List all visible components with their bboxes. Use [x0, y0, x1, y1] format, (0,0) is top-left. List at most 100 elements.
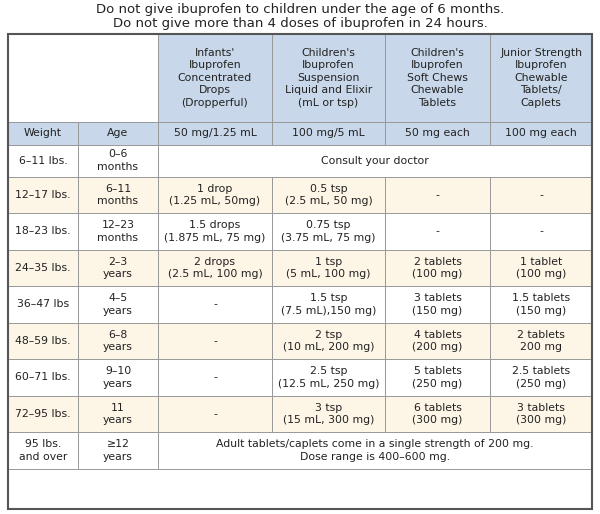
Bar	[158, 432, 592, 469]
Text: 12–23
months: 12–23 months	[97, 220, 139, 243]
Bar	[385, 323, 490, 359]
Bar	[272, 176, 385, 213]
Text: 6–11
months: 6–11 months	[97, 183, 139, 206]
Text: 2 tablets
(100 mg): 2 tablets (100 mg)	[412, 256, 463, 279]
Bar	[490, 34, 592, 122]
Bar	[158, 34, 272, 122]
Text: 1.5 tablets
(150 mg): 1.5 tablets (150 mg)	[512, 293, 570, 316]
Text: 12–17 lbs.: 12–17 lbs.	[15, 190, 71, 200]
Bar	[272, 34, 385, 122]
Text: -: -	[539, 226, 543, 236]
Text: 50 mg each: 50 mg each	[405, 128, 470, 138]
Text: 50 mg/1.25 mL: 50 mg/1.25 mL	[173, 128, 256, 138]
Text: Consult your doctor: Consult your doctor	[321, 156, 429, 166]
Text: 6–8
years: 6–8 years	[103, 329, 133, 352]
Bar	[385, 286, 490, 323]
Text: Do not give ibuprofen to children under the age of 6 months.: Do not give ibuprofen to children under …	[96, 3, 504, 16]
Text: -: -	[213, 373, 217, 382]
Text: 2 tsp
(10 mL, 200 mg): 2 tsp (10 mL, 200 mg)	[283, 329, 374, 352]
Bar	[78, 396, 158, 432]
Bar	[8, 213, 78, 250]
Bar	[8, 323, 78, 359]
Text: 3 tsp
(15 mL, 300 mg): 3 tsp (15 mL, 300 mg)	[283, 403, 374, 425]
Bar	[272, 286, 385, 323]
Bar	[490, 176, 592, 213]
Text: 95 lbs.
and over: 95 lbs. and over	[19, 439, 67, 462]
Bar	[158, 145, 592, 176]
Bar	[8, 396, 78, 432]
Bar	[490, 213, 592, 250]
Bar	[8, 145, 78, 176]
Bar	[490, 250, 592, 286]
Bar	[385, 396, 490, 432]
Text: Weight: Weight	[24, 128, 62, 138]
Bar	[158, 323, 272, 359]
Bar	[78, 359, 158, 396]
Bar	[8, 250, 78, 286]
Text: -: -	[436, 226, 439, 236]
Bar	[158, 213, 272, 250]
Bar	[385, 176, 490, 213]
Text: 9–10
years: 9–10 years	[103, 366, 133, 389]
Bar	[158, 396, 272, 432]
Text: 2.5 tablets
(250 mg): 2.5 tablets (250 mg)	[512, 366, 570, 389]
Text: 0–6
months: 0–6 months	[97, 150, 139, 172]
Text: -: -	[436, 190, 439, 200]
Text: 11
years: 11 years	[103, 403, 133, 425]
Bar	[78, 145, 158, 176]
Text: 6 tablets
(300 mg): 6 tablets (300 mg)	[412, 403, 463, 425]
Text: 4–5
years: 4–5 years	[103, 293, 133, 316]
Text: -: -	[213, 336, 217, 346]
Bar	[490, 396, 592, 432]
Bar	[8, 359, 78, 396]
Bar	[8, 286, 78, 323]
Text: 4 tablets
(200 mg): 4 tablets (200 mg)	[412, 329, 463, 352]
Text: Age: Age	[107, 128, 128, 138]
Bar	[490, 286, 592, 323]
Text: Children's
Ibuprofen
Soft Chews
Chewable
Tablets: Children's Ibuprofen Soft Chews Chewable…	[407, 48, 468, 107]
Text: 2 tablets
200 mg: 2 tablets 200 mg	[517, 329, 565, 352]
Text: 2–3
years: 2–3 years	[103, 256, 133, 279]
Bar	[158, 250, 272, 286]
Text: 3 tablets
(300 mg): 3 tablets (300 mg)	[516, 403, 566, 425]
Text: 2.5 tsp
(12.5 mL, 250 mg): 2.5 tsp (12.5 mL, 250 mg)	[278, 366, 379, 389]
Bar	[158, 359, 272, 396]
Bar	[158, 176, 272, 213]
Bar	[272, 396, 385, 432]
Bar	[78, 176, 158, 213]
Bar	[8, 432, 78, 469]
Bar	[272, 359, 385, 396]
Bar	[272, 250, 385, 286]
Bar	[385, 122, 490, 145]
Text: 1 drop
(1.25 mL, 50mg): 1 drop (1.25 mL, 50mg)	[169, 183, 260, 206]
Text: Adult tablets/caplets come in a single strength of 200 mg.
Dose range is 400–600: Adult tablets/caplets come in a single s…	[216, 439, 534, 462]
Bar	[490, 122, 592, 145]
Bar	[158, 286, 272, 323]
Bar	[78, 323, 158, 359]
Bar	[78, 213, 158, 250]
Text: 100 mg each: 100 mg each	[505, 128, 577, 138]
Bar	[385, 250, 490, 286]
Text: 0.75 tsp
(3.75 mL, 75 mg): 0.75 tsp (3.75 mL, 75 mg)	[281, 220, 376, 243]
Bar	[272, 213, 385, 250]
Text: ≥12
years: ≥12 years	[103, 439, 133, 462]
Text: 100 mg/5 mL: 100 mg/5 mL	[292, 128, 365, 138]
Text: 24–35 lbs.: 24–35 lbs.	[15, 263, 71, 273]
Bar	[490, 359, 592, 396]
Text: 0.5 tsp
(2.5 mL, 50 mg): 0.5 tsp (2.5 mL, 50 mg)	[284, 183, 373, 206]
Bar	[78, 286, 158, 323]
Bar	[272, 122, 385, 145]
Bar	[78, 250, 158, 286]
Text: 60–71 lbs.: 60–71 lbs.	[15, 373, 71, 382]
Bar	[8, 34, 158, 122]
Text: -: -	[539, 190, 543, 200]
Bar	[385, 359, 490, 396]
Text: 36–47 lbs: 36–47 lbs	[17, 299, 69, 309]
Text: 1 tablet
(100 mg): 1 tablet (100 mg)	[516, 256, 566, 279]
Text: Do not give more than 4 doses of ibuprofen in 24 hours.: Do not give more than 4 doses of ibuprof…	[113, 17, 487, 30]
Text: 6–11 lbs.: 6–11 lbs.	[19, 156, 67, 166]
Text: Junior Strength
Ibuprofen
Chewable
Tablets/
Caplets: Junior Strength Ibuprofen Chewable Table…	[500, 48, 582, 107]
Bar	[385, 34, 490, 122]
Text: -: -	[213, 299, 217, 309]
Text: 1.5 drops
(1.875 mL, 75 mg): 1.5 drops (1.875 mL, 75 mg)	[164, 220, 266, 243]
